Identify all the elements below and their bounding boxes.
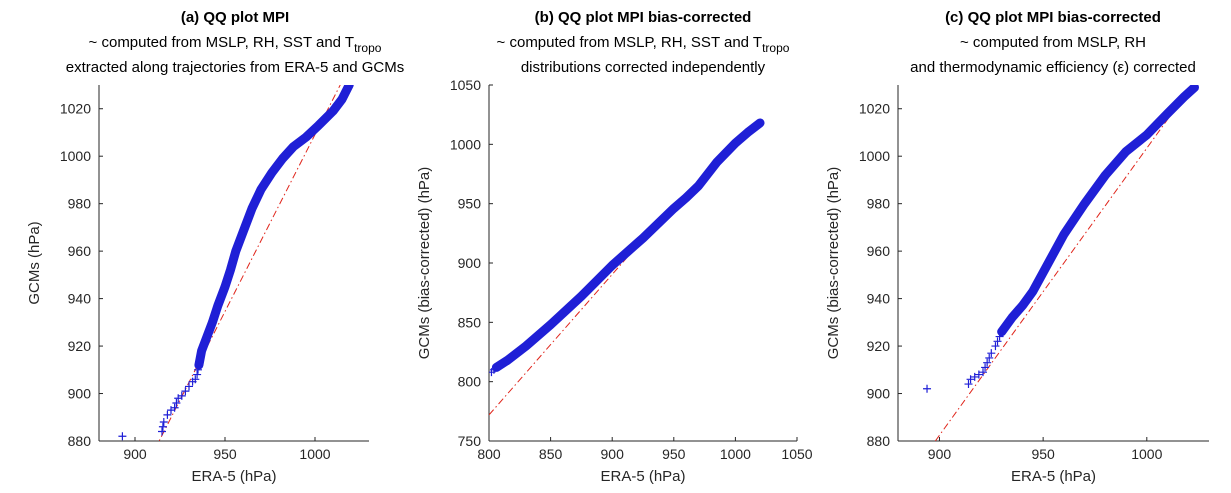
data-point <box>194 365 202 374</box>
x-tick-label: 900 <box>123 446 147 462</box>
y-axis-label: GCMs (hPa) <box>26 221 43 304</box>
data-point <box>979 368 988 377</box>
y-tick-label: 1000 <box>60 148 91 164</box>
subtitle-text: ~ computed from MSLP, RH, SST and T <box>89 34 355 51</box>
data-point <box>191 375 200 384</box>
y-tick-label: 850 <box>458 314 482 330</box>
x-axis-label: ERA-5 (hPa) <box>191 468 276 485</box>
chart-subtitle-line2: distributions corrected independently <box>521 59 766 76</box>
data-point <box>923 384 932 393</box>
data-point <box>966 375 975 384</box>
data-point <box>181 387 190 396</box>
chart-panel-2: (b) QQ plot MPI bias-corrected ~ computed… <box>416 9 813 485</box>
y-tick-label: 920 <box>68 338 92 354</box>
y-tick-label: 1020 <box>60 101 91 117</box>
data-point <box>170 403 179 412</box>
x-axis-label: ERA-5 (hPa) <box>600 468 685 485</box>
x-tick-label: 900 <box>601 446 625 462</box>
y-tick-label: 950 <box>458 196 482 212</box>
y-tick-label: 960 <box>68 243 92 259</box>
y-tick-label: 900 <box>458 255 482 271</box>
y-tick-label: 800 <box>458 374 482 390</box>
x-tick-label: 1000 <box>1131 446 1162 462</box>
x-tick-label: 1000 <box>299 446 330 462</box>
data-point <box>159 418 168 427</box>
plot-area <box>923 85 1199 441</box>
x-axis-label: ERA-5 (hPa) <box>1011 468 1096 485</box>
chart-title: (a) QQ plot MPI <box>181 9 289 26</box>
subtitle-text: ~ computed from MSLP, RH, SST and T <box>497 34 763 51</box>
chart-subtitle: ~ computed from MSLP, RH, SST and Ttropo <box>497 34 790 55</box>
data-point <box>177 391 186 400</box>
y-tick-label: 960 <box>867 243 891 259</box>
data-point <box>985 353 994 362</box>
data-point <box>974 370 983 379</box>
y-tick-label: 900 <box>867 386 891 402</box>
chart-subtitle: ~ computed from MSLP, RH <box>960 34 1146 51</box>
reference-line <box>934 85 1193 441</box>
chart-title: (b) QQ plot MPI bias-corrected <box>535 9 752 26</box>
chart-subtitle: ~ computed from MSLP, RH, SST and Ttropo <box>89 34 382 55</box>
y-tick-label: 1050 <box>450 77 481 93</box>
plot-area <box>489 118 765 416</box>
data-point <box>983 358 992 367</box>
y-tick-label: 980 <box>867 196 891 212</box>
y-tick-label: 750 <box>458 433 482 449</box>
y-tick-label: 980 <box>68 196 92 212</box>
x-tick-label: 800 <box>477 446 501 462</box>
y-tick-label: 900 <box>68 386 92 402</box>
chart-title: (c) QQ plot MPI bias-corrected <box>945 9 1161 26</box>
y-axis-label: GCMs (bias-corrected) (hPa) <box>416 167 433 360</box>
y-axis-label: GCMs (bias-corrected) (hPa) <box>825 167 842 360</box>
data-point <box>193 370 202 379</box>
chart-subtitle-line2: extracted along trajectories from ERA-5 … <box>66 59 404 76</box>
plot-area <box>118 85 354 441</box>
data-point <box>194 361 203 370</box>
y-tick-label: 1020 <box>859 101 890 117</box>
data-point <box>185 382 193 391</box>
subtitle-subscript: tropo <box>762 41 790 55</box>
chart-panel-3: (c) QQ plot MPI bias-corrected ~ computed… <box>825 9 1209 485</box>
quantile-curve <box>194 85 354 370</box>
data-point <box>991 342 1000 351</box>
reference-line <box>158 85 341 441</box>
y-tick-label: 880 <box>867 433 891 449</box>
x-tick-label: 1000 <box>720 446 751 462</box>
y-tick-label: 880 <box>68 433 92 449</box>
y-tick-label: 940 <box>68 291 92 307</box>
y-tick-label: 1000 <box>450 136 481 152</box>
data-point <box>163 410 172 419</box>
y-tick-label: 940 <box>867 291 891 307</box>
x-tick-label: 1050 <box>781 446 812 462</box>
subtitle-subscript: tropo <box>354 41 382 55</box>
data-point <box>987 349 996 358</box>
y-tick-label: 920 <box>867 338 891 354</box>
data-point <box>118 432 127 441</box>
data-point <box>995 332 1004 341</box>
data-point <box>492 363 501 372</box>
data-point <box>981 363 990 372</box>
data-point <box>172 399 181 408</box>
x-tick-label: 900 <box>928 446 952 462</box>
data-point <box>964 380 973 389</box>
data-point <box>158 422 167 431</box>
x-tick-label: 950 <box>213 446 237 462</box>
data-point <box>970 372 979 381</box>
quantile-curve <box>491 118 765 372</box>
chart-panel-1: (a) QQ plot MPI ~ computed from MSLP, RH,… <box>26 9 404 485</box>
data-point <box>158 427 166 436</box>
x-tick-label: 850 <box>539 446 563 462</box>
x-tick-label: 950 <box>1031 446 1055 462</box>
data-point <box>993 337 1002 346</box>
subtitle-text: ~ computed from MSLP, RH <box>960 34 1146 51</box>
y-tick-label: 1000 <box>859 148 890 164</box>
chart-subtitle-line2: and thermodynamic efficiency (ε) correct… <box>910 59 1196 76</box>
data-point <box>997 327 1006 336</box>
x-tick-label: 950 <box>662 446 686 462</box>
quantile-curve <box>997 85 1199 337</box>
